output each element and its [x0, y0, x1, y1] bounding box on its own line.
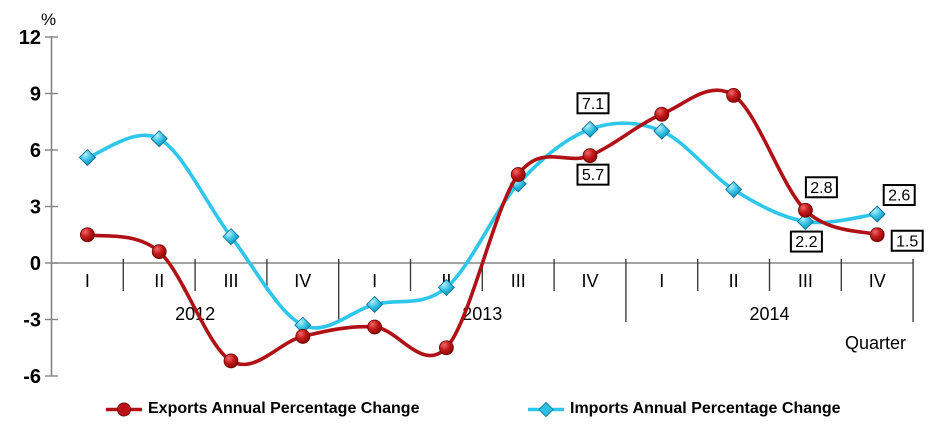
year-label: 2012	[175, 304, 215, 324]
imports-point-marker	[581, 120, 599, 138]
quarter-label: IV	[869, 271, 886, 291]
exports-point-marker	[438, 340, 454, 356]
y-axis-unit-label: %	[41, 10, 56, 29]
exports-point-marker	[726, 87, 741, 103]
y-axis-tick-label: -3	[23, 309, 41, 331]
quarter-label: IV	[294, 271, 311, 291]
data-label: 2.2	[795, 234, 817, 251]
imports-point-marker	[366, 295, 384, 313]
quarter-label: II	[154, 271, 164, 291]
y-axis-tick-label: 3	[30, 197, 41, 219]
quarter-label: I	[85, 271, 90, 291]
year-label: 2013	[462, 304, 502, 324]
y-axis-tick-label: 0	[30, 253, 41, 275]
y-axis-tick-label: -6	[23, 366, 41, 388]
legend-label-imports: Imports Annual Percentage Change	[570, 400, 841, 417]
quarter-label: III	[511, 271, 526, 291]
data-label-box	[576, 92, 610, 115]
imports-point-marker	[437, 278, 455, 297]
year-label: 2014	[749, 304, 789, 324]
imports-point-marker	[222, 228, 240, 246]
quarter-label: IV	[581, 271, 598, 291]
data-label-box	[789, 230, 823, 253]
exports-point-marker	[151, 244, 167, 260]
exports-point-marker	[295, 329, 311, 344]
exports-legend-marker-icon	[106, 402, 142, 416]
legend-label-exports: Exports Annual Percentage Change	[148, 400, 420, 417]
quarter-label: II	[729, 271, 739, 291]
exports-point-marker	[367, 319, 383, 335]
data-label: 1.5	[896, 233, 918, 250]
exports-point-marker	[582, 148, 598, 164]
imports-point-marker	[796, 213, 814, 231]
data-label: 2.8	[810, 180, 832, 197]
quarter-label: III	[798, 271, 813, 291]
exports-point-marker	[869, 227, 885, 243]
data-label-box	[890, 229, 924, 252]
y-axis-tick-label: 6	[30, 140, 41, 162]
quarter-label: I	[372, 271, 377, 291]
exports-point-marker	[80, 227, 95, 243]
exports-point-marker	[654, 106, 670, 122]
exports-point-marker	[223, 353, 239, 369]
imports-point-marker	[725, 180, 743, 199]
legend-item-exports: Exports Annual Percentage Change	[105, 400, 419, 418]
data-label: 7.1	[582, 96, 604, 113]
exports-point-marker	[798, 202, 813, 218]
imports-point-marker	[653, 122, 671, 140]
imports-point-marker	[868, 205, 886, 223]
data-label-box	[804, 176, 838, 199]
y-axis-tick-label: 9	[30, 84, 41, 106]
data-label: 5.7	[582, 167, 604, 184]
imports-point-marker	[78, 148, 96, 167]
imports-line	[85, 121, 879, 330]
y-axis-tick-label: 12	[19, 27, 41, 49]
exports-point-marker	[510, 167, 526, 182]
imports-legend-marker-icon	[528, 401, 564, 417]
legend-item-imports: Imports Annual Percentage Change	[527, 400, 841, 418]
imports-point-marker	[150, 130, 168, 148]
data-label: 2.6	[888, 188, 910, 205]
data-label-box	[882, 184, 916, 207]
quarter-label: III	[223, 271, 238, 291]
quarter-label: I	[659, 271, 664, 291]
x-axis-title: Quarter	[845, 333, 906, 353]
data-label-box	[576, 163, 610, 186]
